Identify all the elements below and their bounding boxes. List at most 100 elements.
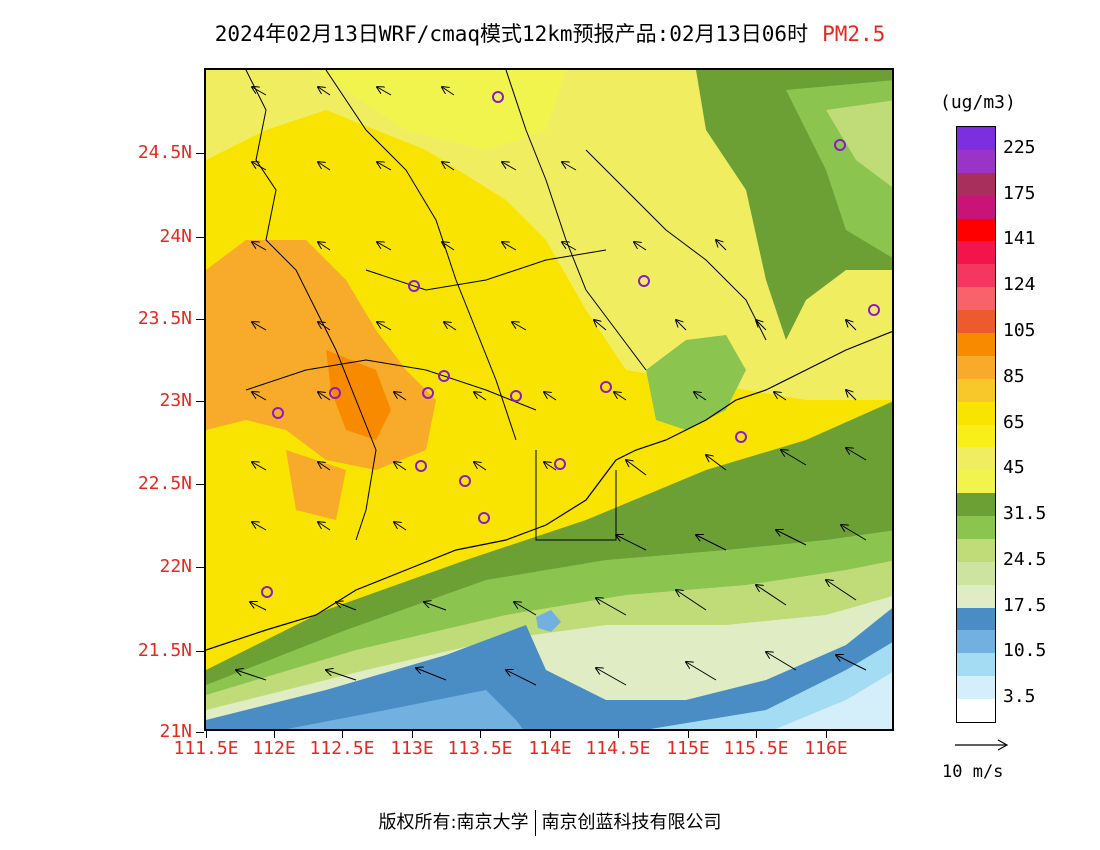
colorbar-cell — [957, 584, 995, 609]
lat-tick — [196, 651, 204, 652]
field-green-ne-pale — [826, 100, 892, 187]
lat-tick — [196, 153, 204, 154]
colorbar-cell — [957, 401, 995, 425]
lon-label: 114E — [528, 738, 572, 759]
colorbar-cell — [957, 447, 995, 471]
lon-tick — [688, 731, 689, 738]
map-title: 2024年02月13日WRF/cmaq模式12km预报产品:02月13日06时 P… — [0, 18, 1100, 48]
lat-label: 22.5N — [137, 473, 192, 494]
copyright-company: 南京创蓝科技有限公司 — [541, 812, 722, 833]
station-markers — [261, 91, 880, 598]
lat-label: 21.5N — [137, 640, 192, 661]
lat-label: 21N — [159, 721, 192, 742]
colorbar-label: 45 — [1003, 457, 1025, 479]
map-panel — [204, 68, 894, 731]
lon-tick — [618, 731, 619, 738]
colorbar-cell — [957, 172, 995, 197]
colorbar-cell — [957, 676, 995, 700]
boundary-b — [325, 70, 517, 441]
band-light-blue-a — [286, 690, 523, 729]
colorbar-label: 105 — [1003, 319, 1036, 341]
lat-tick — [196, 484, 204, 485]
colorbar-cell — [957, 127, 995, 151]
lat-tick — [196, 237, 204, 238]
lon-tick — [342, 731, 343, 738]
legend-unit: (ug/m3) — [940, 92, 1016, 113]
lon-label: 111.5E — [173, 738, 239, 759]
colorbar-label: 85 — [1003, 365, 1025, 387]
lat-label: 24N — [159, 226, 192, 247]
lon-label: 112E — [252, 738, 296, 759]
coastline — [206, 330, 892, 651]
lat-tick — [196, 319, 204, 320]
boundary-a — [245, 70, 377, 541]
pm25-field-map — [206, 70, 892, 729]
colorbar-label: 124 — [1003, 274, 1036, 296]
copyright-owner: 版权所有:南京大学 — [378, 812, 529, 833]
colorbar-cell — [957, 561, 995, 586]
field-105-124 — [326, 350, 391, 440]
lon-label: 113.5E — [447, 738, 513, 759]
colorbar-label: 10.5 — [1003, 640, 1047, 662]
title-species: PM2.5 — [822, 22, 886, 46]
colorbar — [956, 126, 996, 723]
lat-label: 24.5N — [137, 142, 192, 163]
colorbar-label: 17.5 — [1003, 594, 1047, 616]
colorbar-cell — [957, 538, 995, 563]
title-text: 2024年02月13日WRF/cmaq模式12km预报产品:02月13日06时 — [214, 22, 809, 46]
colorbar-cell — [957, 310, 995, 334]
band-palest — [775, 672, 892, 729]
wind-reference-arrow — [955, 739, 1009, 751]
colorbar-cell — [957, 699, 995, 723]
colorbar-cell — [957, 424, 995, 448]
lon-label: 112.5E — [309, 738, 375, 759]
colorbar-cell — [957, 516, 995, 540]
lat-label: 22N — [159, 556, 192, 577]
footer-divider — [534, 810, 536, 836]
boundary-e — [365, 249, 607, 291]
band-3-10 — [206, 608, 892, 729]
colorbar-cell — [957, 470, 995, 494]
colorbar-label: 225 — [1003, 136, 1036, 158]
boundary-d — [585, 149, 767, 341]
field-45-65 — [206, 70, 892, 400]
lon-label: 115E — [666, 738, 710, 759]
lon-label: 115.5E — [723, 738, 789, 759]
lat-label: 23.5N — [137, 308, 192, 329]
field-85b — [286, 450, 346, 520]
colorbar-label: 141 — [1003, 228, 1036, 250]
lon-tick — [826, 731, 827, 738]
colorbar-cell — [957, 218, 995, 242]
colorbar-cell — [957, 264, 995, 288]
colorbar-cell — [957, 630, 995, 654]
lon-tick — [274, 731, 275, 738]
lat-tick — [196, 401, 204, 402]
colorbar-label: 3.5 — [1003, 686, 1036, 708]
colorbar-cell — [957, 378, 995, 403]
lat-label: 23N — [159, 390, 192, 411]
copyright-footer: 版权所有:南京大学 南京创蓝科技有限公司 — [0, 808, 1100, 836]
colorbar-label: 24.5 — [1003, 548, 1047, 570]
boundary-g — [535, 450, 617, 541]
colorbar-cell — [957, 332, 995, 357]
colorbar-label: 65 — [1003, 411, 1025, 433]
colorbar-cell — [957, 493, 995, 517]
lon-label: 114.5E — [585, 738, 651, 759]
colorbar-cell — [957, 355, 995, 380]
colorbar-cell — [957, 607, 995, 631]
lon-tick — [756, 731, 757, 738]
lon-label: 116E — [804, 738, 848, 759]
colorbar-cell — [957, 287, 995, 311]
boundary-c — [505, 70, 647, 371]
colorbar-label: 175 — [1003, 182, 1036, 204]
lon-tick — [550, 731, 551, 738]
colorbar-cell — [957, 241, 995, 265]
lon-tick — [480, 731, 481, 738]
patch-blue-island — [536, 610, 561, 632]
colorbar-cell — [957, 653, 995, 677]
colorbar-label: 31.5 — [1003, 503, 1047, 525]
field-green-centre — [646, 335, 746, 430]
wind-vectors — [236, 87, 867, 686]
lon-label: 113E — [390, 738, 434, 759]
colorbar-cell — [957, 149, 995, 174]
